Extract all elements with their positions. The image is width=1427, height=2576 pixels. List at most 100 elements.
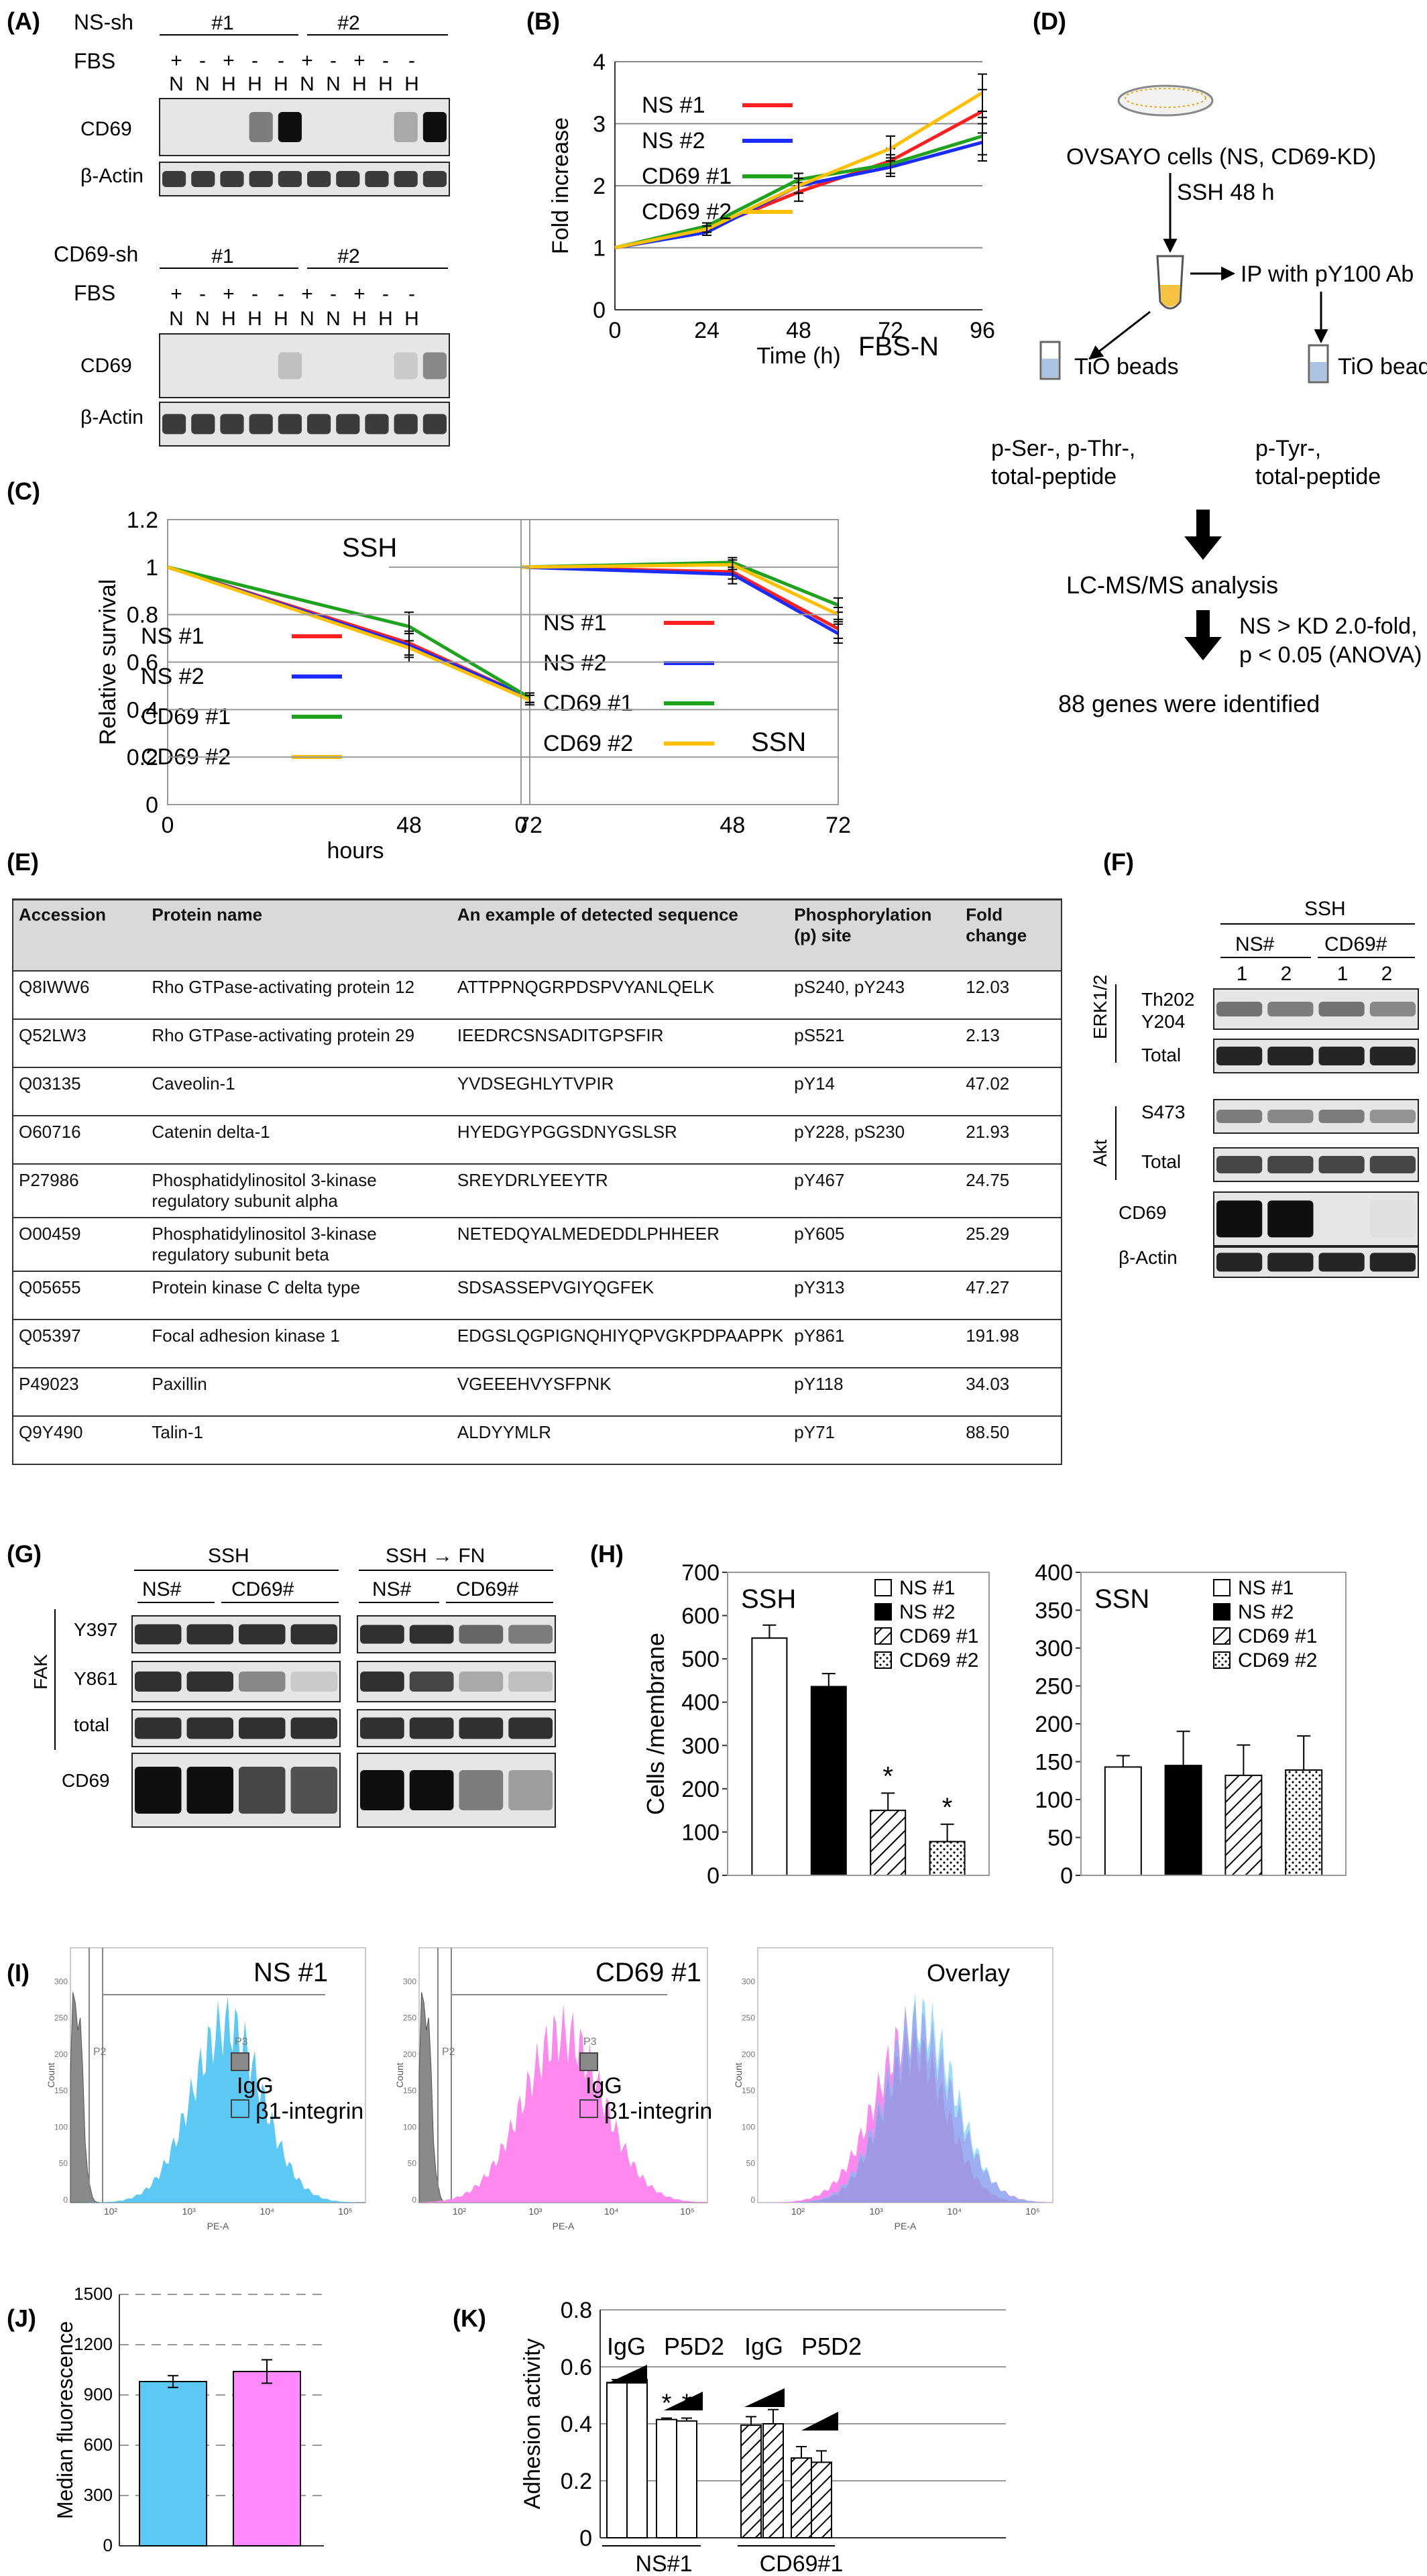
y-tick-label: 350 [1035,1598,1073,1624]
table-cell: 47.02 [960,1067,1062,1116]
table-cell: 21.93 [960,1116,1062,1165]
a-bottom-condition: H [352,308,367,330]
flow-y-tick: 200 [54,2050,68,2059]
f-pakt-band [1267,1110,1314,1123]
a-top-fbs-sign: - [408,50,415,72]
a-bottom-actin-band [278,414,302,434]
blot-a-bottom-cd69 [159,333,450,398]
y-axis-label: Fold increase [548,117,573,254]
plot-frame [1080,1572,1347,1876]
y-tick-label: 150 [1035,1750,1073,1775]
a-bottom-actin-band [191,414,215,434]
panel-label-a: (A) [7,7,40,35]
a-top-cd69-band [278,112,302,142]
g-y397-fn-band [360,1625,404,1644]
flow-x-label: PE-A [895,2221,917,2231]
a-top-actin-band [422,171,447,187]
blot-a-bottom-actin [159,402,450,447]
legend-swatch [874,1651,892,1669]
f-actin-band [1318,1252,1365,1272]
a-bottom-condition: H [378,308,393,330]
flow-y-label: Count [733,2062,744,2087]
tio-beads-left: TiO beads [1074,354,1179,379]
tube-fill [1160,285,1180,307]
f-condition: SSH [1304,898,1346,920]
g-cd69-ssh-band [186,1767,233,1814]
culture-dish-icon [1117,84,1214,117]
table-cell: O60716 [11,1116,147,1165]
flow-x-label: PE-A [207,2221,229,2231]
x-axis-label: hours [327,838,384,864]
panel-label-j: (J) [7,2304,36,2332]
y-tick-label: 0 [1060,1863,1073,1889]
panel-label-i: (I) [7,1959,30,1987]
x-tick-label: 48 [720,813,745,838]
panel-label-e: (E) [7,848,39,876]
header-protein: Protein name [146,898,452,972]
table-cell: IEEDRCSNSADITGPSFIR [451,1019,789,1068]
a-top-condition: N [300,73,315,95]
a-top-actin-band [365,171,389,187]
g-group: CD69# [456,1578,519,1600]
g-y861-fn-band [409,1672,454,1692]
legend-beta1: β1-integrin [604,2099,712,2124]
a-top-actin-band [162,171,186,187]
a-bottom-condition: N [195,308,210,330]
legend-igg: IgG [585,2073,622,2099]
panel-label-d: (D) [1033,7,1066,35]
blot-g [131,1615,556,1828]
g-y861-ssh-band [290,1672,337,1692]
flow-y-tick: 300 [54,1977,68,1986]
table-cell: ALDYYMLR [451,1416,789,1465]
table-cell: Q03135 [11,1067,147,1116]
g-total-ssh-band [290,1717,337,1739]
flow-y-tick: 100 [54,2122,68,2131]
table-cell: VGEEEHVYSFPNK [451,1368,789,1417]
bar [233,2371,301,2546]
flow-x-label: PE-A [553,2221,575,2231]
a-top-condition: H [247,73,262,95]
a-bottom-condition: N [169,308,184,330]
blot-f [1213,988,1419,1278]
table-cell: P49023 [11,1368,147,1417]
table-cell: 47.27 [960,1271,1062,1320]
flow-y-label: Count [46,2062,56,2087]
y-tick-label: 250 [1035,1674,1073,1700]
a-bottom-cd69-band [278,352,302,379]
top-blot-label-cd69: CD69 [80,118,132,140]
x-tick-label: 24 [694,318,720,343]
a-top-condition: H [352,73,367,95]
right-output-1: p-Tyr-, [1255,436,1321,461]
group-label-ns1: NS#1 [635,2551,692,2576]
f-row-th202: Th202 [1141,989,1194,1010]
f-akt-band [1216,1156,1263,1173]
table-cell: Catenin delta-1 [146,1116,452,1165]
legend-label: CD69 #1 [642,164,732,189]
flow-y-tick: 250 [403,2013,416,2023]
a-bottom-actin-band [394,414,418,434]
table-cell: Protein kinase C delta type [146,1271,452,1320]
table-cell: 191.98 [960,1320,1062,1368]
x-tick-label: 48 [786,318,811,343]
table-cell: SDSASSEPVGIYQGFEK [451,1271,789,1320]
legend-label: CD69 #2 [543,731,633,756]
table-cell: EDGSLQGPIGNQHIYQPVGKPDPAAPPK [451,1320,789,1368]
flow-y-tick: 0 [63,2195,68,2205]
table-row: Q52LW3 Rho GTPase-activating protein 29 IE… [11,1019,1062,1068]
a-bottom-condition: H [274,308,288,330]
legend-label: CD69 #1 [1238,1625,1317,1647]
a-bottom-group: #2 [337,245,359,268]
y-axis-label: Adhesion activity [520,2338,545,2509]
f-lane: 1 [1337,963,1349,985]
a-top-fbs-sign: - [251,50,258,72]
f-pakt-band [1216,1110,1263,1123]
f-row-erk-total: Total [1141,1045,1181,1065]
g-total-ssh-band [239,1717,286,1739]
g-y397-ssh-band [290,1624,337,1645]
f-pakt-band [1369,1110,1416,1123]
bar [929,1840,966,1876]
flow-y-tick: 50 [408,2159,417,2168]
y-tick-label: 0.4 [127,697,158,723]
